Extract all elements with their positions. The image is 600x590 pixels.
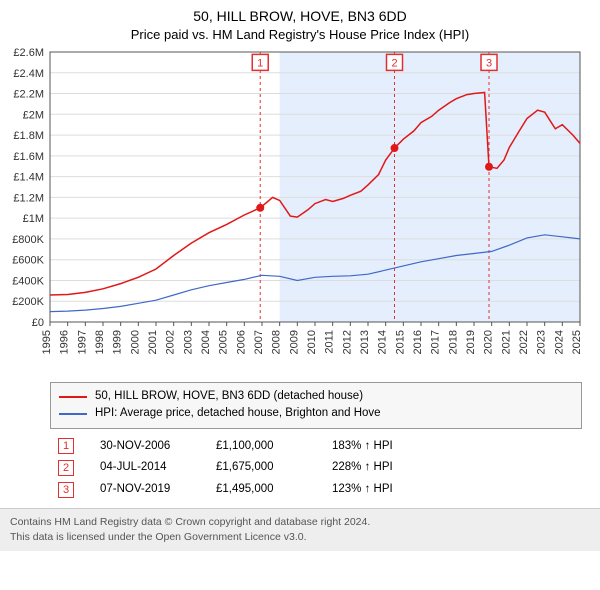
svg-text:£1.2M: £1.2M [13,192,44,204]
svg-text:£2.4M: £2.4M [13,68,44,80]
address-title: 50, HILL BROW, HOVE, BN3 6DD [0,8,600,24]
svg-text:2013: 2013 [359,330,371,354]
price-chart: £0 £200K £400K £600K £800K £1M £1.2M £1.4M £1.6M… [0,48,600,378]
svg-text:£2.2M: £2.2M [13,89,44,101]
tx-price: £1,495,000 [216,479,306,501]
svg-text:1998: 1998 [94,330,106,354]
legend-swatch [59,413,87,415]
svg-text:£2.6M: £2.6M [13,48,44,59]
subtitle: Price paid vs. HM Land Registry's House … [0,27,600,42]
tx-price: £1,675,000 [216,457,306,479]
marker-badge: 2 [58,460,74,476]
tx-date: 30-NOV-2006 [100,436,190,458]
tx-pct: 123% ↑ HPI [332,479,393,501]
svg-text:2008: 2008 [271,330,283,354]
legend-swatch [59,396,87,398]
svg-text:£1M: £1M [23,213,44,225]
svg-text:2010: 2010 [306,330,318,354]
svg-text:1999: 1999 [112,330,124,354]
svg-text:1997: 1997 [76,330,88,354]
tx-price: £1,100,000 [216,436,306,458]
footer-attribution: Contains HM Land Registry data © Crown c… [0,508,600,551]
svg-text:2014: 2014 [377,330,389,354]
svg-text:2009: 2009 [288,330,300,354]
svg-text:2017: 2017 [430,330,442,354]
svg-text:1995: 1995 [41,330,53,354]
svg-text:£600K: £600K [12,255,44,267]
table-row: 1 30-NOV-2006 £1,100,000 183% ↑ HPI [58,436,574,458]
svg-text:£1.4M: £1.4M [13,172,44,184]
svg-text:1: 1 [257,57,263,69]
svg-text:2015: 2015 [394,330,406,354]
svg-text:2002: 2002 [165,330,177,354]
svg-text:2021: 2021 [500,330,512,354]
svg-text:2007: 2007 [253,330,265,354]
svg-text:2003: 2003 [182,330,194,354]
svg-text:2024: 2024 [553,330,565,354]
svg-text:2001: 2001 [147,330,159,354]
svg-text:2000: 2000 [129,330,141,354]
tx-date: 07-NOV-2019 [100,479,190,501]
footer-line: Contains HM Land Registry data © Crown c… [10,515,590,530]
svg-text:£200K: £200K [12,296,44,308]
svg-text:£400K: £400K [12,275,44,287]
svg-text:2020: 2020 [483,330,495,354]
svg-text:2012: 2012 [341,330,353,354]
svg-text:2: 2 [391,57,397,69]
footer-line: This data is licensed under the Open Gov… [10,530,590,545]
legend-item: HPI: Average price, detached house, Brig… [59,405,573,422]
svg-text:£2M: £2M [23,109,44,121]
table-row: 3 07-NOV-2019 £1,495,000 123% ↑ HPI [58,479,574,501]
svg-text:2019: 2019 [465,330,477,354]
svg-text:£0: £0 [32,317,44,329]
svg-text:£1.6M: £1.6M [13,151,44,163]
legend-item: 50, HILL BROW, HOVE, BN3 6DD (detached h… [59,388,573,405]
tx-pct: 228% ↑ HPI [332,457,393,479]
svg-text:2022: 2022 [518,330,530,354]
tx-pct: 183% ↑ HPI [332,436,393,458]
svg-text:3: 3 [486,57,492,69]
svg-text:2011: 2011 [324,330,336,354]
legend: 50, HILL BROW, HOVE, BN3 6DD (detached h… [50,382,582,429]
transactions-table: 1 30-NOV-2006 £1,100,000 183% ↑ HPI 2 04… [50,431,582,507]
svg-text:2016: 2016 [412,330,424,354]
svg-text:2005: 2005 [218,330,230,354]
svg-text:£1.8M: £1.8M [13,130,44,142]
marker-badge: 3 [58,482,74,498]
svg-text:1996: 1996 [59,330,71,354]
svg-text:2004: 2004 [200,330,212,354]
svg-text:2018: 2018 [447,330,459,354]
svg-text:2025: 2025 [571,330,583,354]
marker-badge: 1 [58,438,74,454]
tx-date: 04-JUL-2014 [100,457,190,479]
legend-label: HPI: Average price, detached house, Brig… [95,405,381,422]
svg-text:2023: 2023 [536,330,548,354]
table-row: 2 04-JUL-2014 £1,675,000 228% ↑ HPI [58,457,574,479]
svg-text:2006: 2006 [235,330,247,354]
legend-label: 50, HILL BROW, HOVE, BN3 6DD (detached h… [95,388,363,405]
svg-text:£800K: £800K [12,234,44,246]
